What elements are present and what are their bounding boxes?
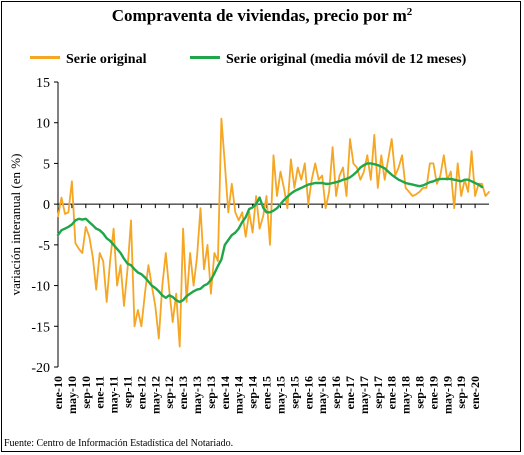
x-tick-label: sep-17 [371,376,385,409]
legend-swatch-moving-average [190,56,220,60]
x-tick-label: sep-11 [121,376,135,408]
x-tick-label: sep-13 [204,376,218,409]
legend-label-moving-average: Serie original (media móvil de 12 meses) [226,52,467,67]
x-tick-label: sep-16 [329,376,343,409]
x-tick-label: ene-13 [176,376,190,409]
x-tick-label: ene-12 [134,376,148,409]
x-tick-label: ene-11 [93,376,107,409]
series-line-moving-average [56,162,484,304]
y-tick-label: -10 [31,280,50,295]
x-tick-label: sep-12 [162,376,176,409]
x-tick-label: ene-16 [301,376,315,409]
x-tick-label: ene-20 [468,376,482,409]
chart-title: Compraventa de viviendas, precio por m2 [0,6,524,26]
y-tick-label: 10 [36,117,50,132]
y-tick-label: 0 [43,198,50,213]
x-tick-label: may-11 [107,376,121,413]
chart-title-text: Compraventa de viviendas, precio por m [111,6,407,25]
x-tick-label: sep-18 [412,376,426,409]
y-axis-label: variación interanual (en %) [8,154,23,296]
x-tick-label: may-10 [65,376,79,414]
x-tick-label: may-18 [399,376,413,414]
legend-swatch-original [30,56,60,60]
y-tick-label: 15 [36,76,50,91]
x-tick-label: may-19 [440,376,454,414]
y-tick-label: 5 [43,157,50,172]
x-tick-label: sep-19 [454,376,468,409]
y-tick-label: -5 [38,239,50,254]
x-tick-label: sep-14 [246,376,260,409]
x-tick-label: ene-18 [385,376,399,409]
series-line-original [57,117,490,348]
x-tick-label: ene-10 [51,376,65,409]
x-tick-label: may-16 [315,376,329,414]
x-tick-label: sep-15 [287,376,301,409]
x-tick-label: may-15 [273,376,287,414]
legend-label-original: Serie original [66,52,147,67]
x-tick-label: may-17 [357,376,371,414]
chart-title-superscript: 2 [406,6,413,18]
legend-item-original: Serie original [30,52,147,68]
y-tick-label: -20 [31,361,50,376]
chart-source-note: Fuente: Centro de Información Estadístic… [4,438,234,449]
x-tick-label: may-12 [148,376,162,414]
x-tick-label: ene-19 [426,376,440,409]
x-tick-label: may-13 [190,376,204,414]
legend-item-moving-average: Serie original (media móvil de 12 meses) [190,52,466,68]
x-tick-label: sep-10 [79,376,93,409]
x-tick-label: ene-14 [218,376,232,409]
x-tick-label: ene-17 [343,376,357,409]
y-tick-label: -15 [31,320,50,335]
x-tick-label: ene-15 [260,376,274,409]
x-tick-label: may-14 [232,376,246,414]
